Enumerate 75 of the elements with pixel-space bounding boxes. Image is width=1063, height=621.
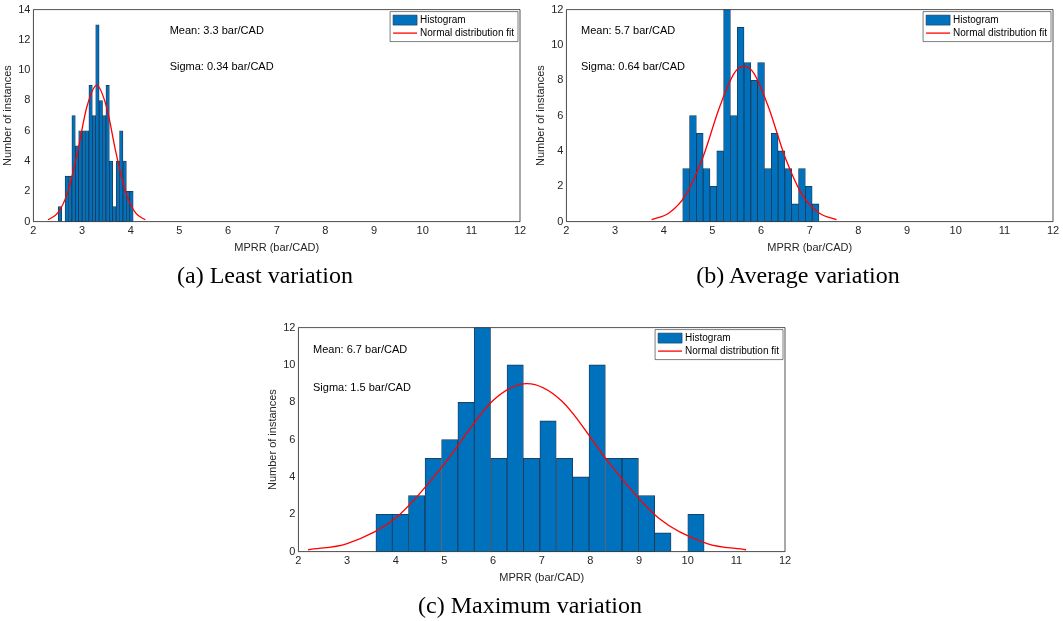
x-tick-label: 9 bbox=[903, 224, 911, 237]
y-axis-title: Number of instances bbox=[533, 64, 546, 167]
y-tick-label: 4 bbox=[557, 143, 564, 156]
x-tick-label: 8 bbox=[322, 224, 329, 237]
y-tick-label: 12 bbox=[283, 320, 296, 333]
x-tick-label: 11 bbox=[998, 224, 1011, 237]
y-tick-label: 2 bbox=[557, 179, 564, 192]
x-tick-label: 3 bbox=[79, 224, 86, 237]
legend-label: Histogram bbox=[685, 331, 731, 343]
y-tick-label: 4 bbox=[24, 154, 31, 167]
x-tick-label: 7 bbox=[806, 224, 813, 237]
x-tick-label: 10 bbox=[949, 224, 962, 237]
annotation: Sigma: 1.5 bar/CAD bbox=[313, 381, 411, 394]
x-tick-label: 8 bbox=[587, 554, 594, 567]
x-tick-label: 10 bbox=[681, 554, 694, 567]
y-tick-label: 2 bbox=[24, 184, 31, 197]
text: (c) Maximum variation bbox=[417, 592, 643, 619]
y-tick-label: 10 bbox=[283, 357, 296, 370]
x-tick-label: 4 bbox=[660, 224, 667, 237]
x-tick-label: 6 bbox=[758, 224, 765, 237]
text: (a) Least variation bbox=[176, 262, 354, 289]
y-tick-label: 6 bbox=[289, 432, 296, 445]
x-tick-label: 5 bbox=[176, 224, 183, 237]
x-tick-label: 6 bbox=[225, 224, 232, 237]
x-tick-label: 10 bbox=[416, 224, 429, 237]
x-tick-label: 3 bbox=[612, 224, 619, 237]
y-tick-label: 8 bbox=[24, 93, 31, 106]
line-series bbox=[47, 84, 146, 221]
x-tick-label: 11 bbox=[465, 224, 478, 237]
x-tick-label: 3 bbox=[344, 554, 351, 567]
annotation: Sigma: 0.64 bar/CAD bbox=[581, 59, 686, 72]
annotation: Mean: 5.7 bar/CAD bbox=[581, 23, 676, 36]
annotation: Sigma: 0.34 bar/CAD bbox=[169, 59, 274, 72]
text: (b) Average variation bbox=[695, 262, 901, 289]
x-tick-label: 4 bbox=[392, 554, 399, 567]
annotation: Mean: 3.3 bar/CAD bbox=[169, 23, 264, 36]
x-axis-title: MPRR (bar/CAD) bbox=[767, 241, 853, 254]
legend-label: Histogram bbox=[953, 13, 999, 25]
y-axis-title: Number of instances bbox=[0, 64, 13, 167]
annotation: Mean: 6.7 bar/CAD bbox=[313, 343, 408, 356]
x-tick-label: 11 bbox=[730, 554, 743, 567]
legend-label: Normal distribution fit bbox=[953, 26, 1048, 38]
y-tick-label: 0 bbox=[289, 544, 296, 557]
legend-label: Histogram bbox=[420, 13, 466, 25]
y-tick-label: 6 bbox=[557, 108, 564, 121]
y-tick-label: 2 bbox=[289, 507, 296, 520]
x-tick-label: 8 bbox=[855, 224, 862, 237]
x-tick-label: 6 bbox=[490, 554, 497, 567]
x-tick-label: 5 bbox=[441, 554, 448, 567]
y-tick-label: 14 bbox=[18, 2, 31, 15]
x-tick-label: 9 bbox=[370, 224, 378, 237]
legend-label: Normal distribution fit bbox=[685, 344, 780, 356]
x-tick-label: 4 bbox=[127, 224, 134, 237]
legend-label: Normal distribution fit bbox=[420, 26, 515, 38]
y-tick-label: 8 bbox=[289, 395, 296, 408]
y-tick-label: 6 bbox=[24, 123, 31, 136]
x-tick-label: 12 bbox=[778, 554, 792, 567]
x-tick-label: 7 bbox=[273, 224, 280, 237]
y-tick-label: 10 bbox=[551, 37, 564, 50]
x-tick-label: 5 bbox=[709, 224, 716, 237]
x-tick-label: 12 bbox=[513, 224, 527, 237]
y-tick-label: 0 bbox=[24, 214, 31, 227]
y-tick-label: 10 bbox=[18, 63, 31, 76]
x-axis-title: MPRR (bar/CAD) bbox=[499, 571, 585, 584]
x-axis-title: MPRR (bar/CAD) bbox=[234, 241, 320, 254]
y-tick-label: 12 bbox=[18, 32, 31, 45]
y-tick-label: 8 bbox=[557, 73, 564, 86]
y-tick-label: 0 bbox=[557, 214, 564, 227]
line-series bbox=[307, 382, 747, 551]
y-tick-label: 4 bbox=[289, 469, 296, 482]
x-tick-label: 7 bbox=[538, 554, 545, 567]
y-tick-label: 12 bbox=[551, 2, 564, 15]
y-axis-title: Number of instances bbox=[265, 388, 278, 491]
x-tick-label: 9 bbox=[635, 554, 643, 567]
x-tick-label: 12 bbox=[1046, 224, 1060, 237]
